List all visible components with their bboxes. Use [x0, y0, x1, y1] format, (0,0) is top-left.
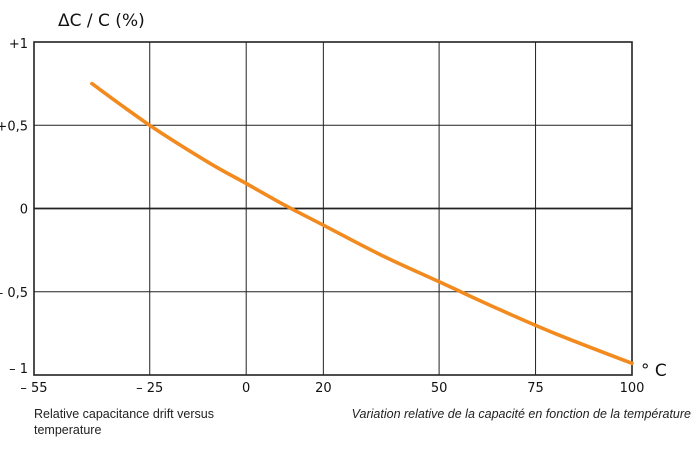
series-layer	[90, 81, 634, 366]
chart: – 55 – 25 0 20 50 75 100 +1 +0,5 0 – 0,5 – 1 ΔC / …	[0, 11, 667, 396]
y-tick-label: +1	[9, 37, 28, 52]
x-tick-label: – 25	[136, 381, 163, 396]
x-tick-label: 20	[315, 381, 332, 396]
x-tick-label: 100	[620, 381, 645, 396]
y-tick-label: +0,5	[0, 119, 28, 134]
x-tick-label: 50	[431, 381, 448, 396]
caption-french: Variation relative de la capacité en fon…	[351, 407, 691, 421]
x-axis-unit-label: ° C	[641, 361, 667, 381]
x-tick-label: 0	[242, 381, 250, 396]
x-tick-labels: – 55 – 25 0 20 50 75 100	[20, 381, 644, 396]
caption-english: Relative capacitance drift versus temper…	[34, 407, 214, 437]
series-line	[90, 81, 634, 366]
y-tick-labels: +1 +0,5 0 – 0,5 – 1	[0, 37, 28, 377]
y-tick-label: 0	[20, 203, 28, 218]
grid	[33, 41, 633, 376]
y-tick-label: – 1	[9, 362, 28, 377]
x-tick-label: 75	[527, 381, 544, 396]
y-axis-label: ΔC / C (%)	[58, 11, 145, 31]
x-tick-label: – 55	[20, 381, 47, 396]
y-tick-label: – 0,5	[0, 286, 28, 301]
